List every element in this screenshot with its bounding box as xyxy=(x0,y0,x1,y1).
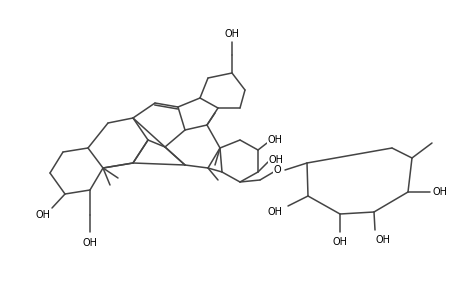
Text: OH: OH xyxy=(224,29,239,39)
Text: OH: OH xyxy=(268,155,283,165)
Text: OH: OH xyxy=(267,207,282,217)
Text: OH: OH xyxy=(82,238,97,248)
Text: OH: OH xyxy=(267,135,282,145)
Text: O: O xyxy=(273,165,280,175)
Text: OH: OH xyxy=(375,235,390,245)
Text: OH: OH xyxy=(332,237,347,247)
Text: OH: OH xyxy=(431,187,447,197)
Text: OH: OH xyxy=(35,210,50,220)
